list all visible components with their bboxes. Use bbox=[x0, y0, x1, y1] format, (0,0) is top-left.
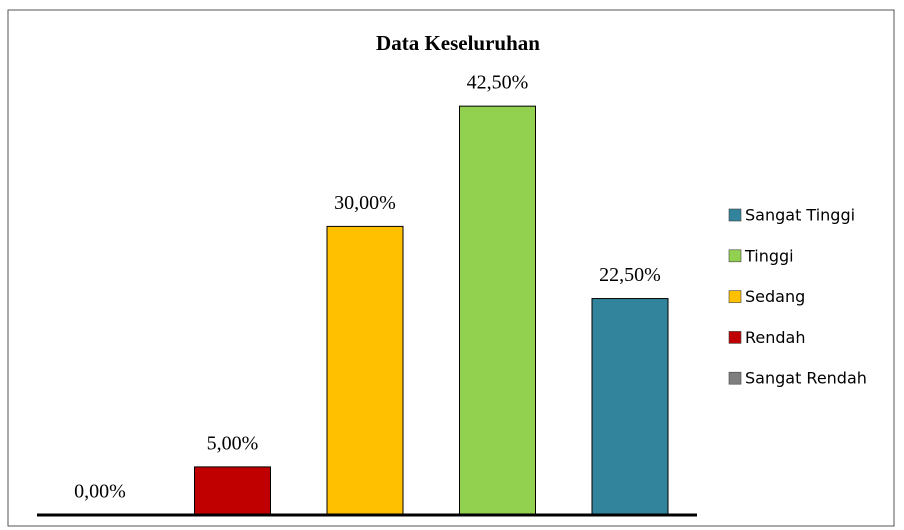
bar bbox=[591, 298, 669, 516]
data-label: 42,50% bbox=[467, 72, 529, 94]
legend-label: Sangat Tinggi bbox=[745, 206, 855, 225]
legend-swatch bbox=[728, 290, 742, 303]
legend-label: Rendah bbox=[745, 328, 805, 347]
legend-swatch bbox=[728, 249, 742, 263]
data-label: 22,50% bbox=[599, 264, 661, 286]
bar bbox=[326, 225, 404, 516]
legend-swatch bbox=[728, 331, 742, 344]
legend-label: Sangat Rendah bbox=[745, 369, 867, 388]
bar bbox=[194, 466, 271, 516]
bar bbox=[459, 105, 536, 516]
data-label: 0,00% bbox=[74, 481, 126, 503]
legend-swatch bbox=[728, 371, 742, 385]
data-label: 30,00% bbox=[334, 192, 396, 214]
legend-label: Tinggi bbox=[744, 246, 794, 265]
chart-title: Data Keseluruhan bbox=[376, 31, 540, 55]
chart-border bbox=[7, 9, 895, 527]
data-label: 5,00% bbox=[207, 432, 259, 454]
legend-swatch bbox=[728, 208, 742, 222]
legend-label: Sedang bbox=[745, 287, 805, 306]
